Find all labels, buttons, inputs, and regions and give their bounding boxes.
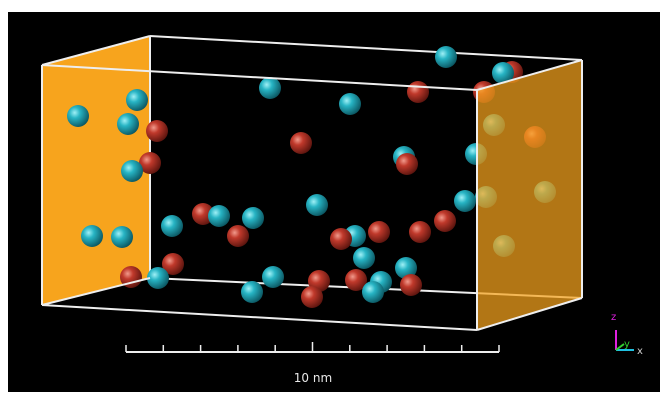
red-atom: [290, 132, 312, 154]
scale-label: 10 nm: [294, 371, 332, 385]
cyan-atom: [454, 190, 476, 212]
x-label: x: [637, 346, 643, 357]
cyan-atom: [161, 215, 183, 237]
cyan-atom: [339, 93, 361, 115]
right-face: [477, 60, 582, 330]
cyan-atom: [121, 160, 143, 182]
z-label: z: [611, 312, 616, 323]
red-atom: [301, 286, 323, 308]
red-atom: [407, 81, 429, 103]
red-atom: [146, 120, 168, 142]
red-atom: [330, 228, 352, 250]
cyan-atom: [241, 281, 263, 303]
cyan-atom: [126, 89, 148, 111]
cyan-atom: [111, 226, 133, 248]
cyan-atom: [435, 46, 457, 68]
red-atom: [368, 221, 390, 243]
cyan-atom: [262, 266, 284, 288]
cyan-atom: [117, 113, 139, 135]
cyan-atom: [67, 105, 89, 127]
cyan-atom: [353, 247, 375, 269]
red-atom: [434, 210, 456, 232]
y-label: y: [624, 339, 630, 350]
red-atom: [396, 153, 418, 175]
cyan-atom: [242, 207, 264, 229]
cyan-atom: [259, 77, 281, 99]
cyan-atom: [147, 267, 169, 289]
red-atom: [409, 221, 431, 243]
cyan-atom: [306, 194, 328, 216]
cyan-atom: [362, 281, 384, 303]
red-atom: [227, 225, 249, 247]
red-atom: [400, 274, 422, 296]
cyan-atom: [208, 205, 230, 227]
molecular-viewer: 10 nm z y x: [0, 0, 660, 392]
cyan-atom: [81, 225, 103, 247]
